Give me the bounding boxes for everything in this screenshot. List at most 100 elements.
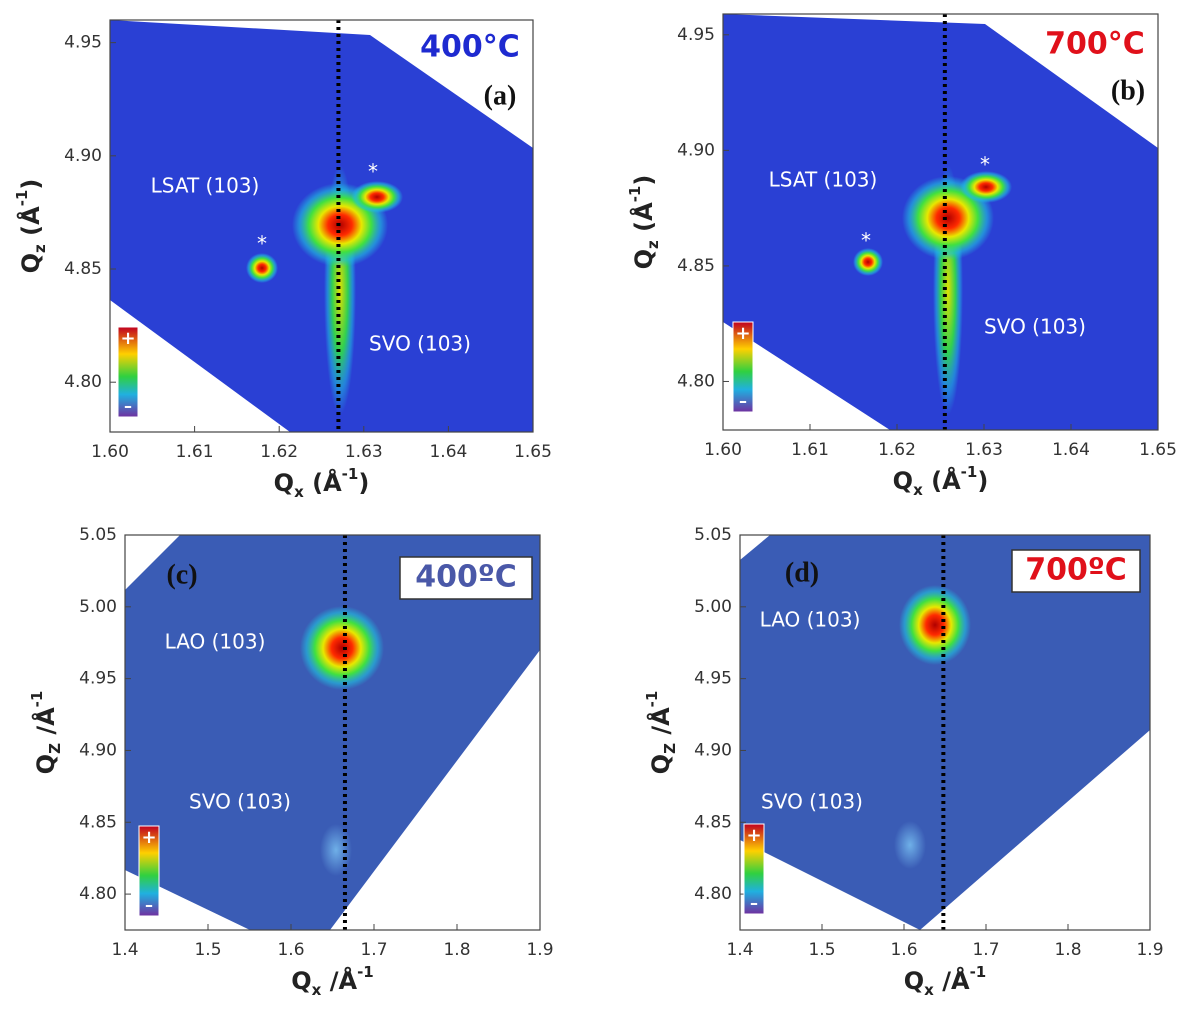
ylabel: Qz (Å-1): [13, 179, 49, 274]
temperature-label: 700ºC: [1025, 553, 1127, 588]
ylabel-part: Q: [32, 754, 60, 774]
xlabel-part: /Å: [934, 966, 970, 995]
x-tick-label: 1.7: [360, 940, 387, 960]
temperature-label: 400°C: [420, 30, 520, 65]
annotation: SVO (103): [984, 315, 1086, 339]
xlabel-part: Q: [274, 469, 294, 497]
intensity-spot: [853, 248, 883, 276]
plot-frame: [739, 534, 1151, 931]
annotation: *: [861, 229, 871, 253]
intensity-spot: [300, 606, 384, 690]
colorbar-max: +: [120, 328, 135, 349]
y-tick-label: 5.05: [79, 525, 117, 545]
ylabel-part: Z: [46, 743, 64, 754]
temperature-box: [399, 556, 533, 600]
y-tick-label: 4.90: [64, 146, 102, 166]
xlabel-part: x: [913, 481, 923, 499]
panel-label: (a): [484, 80, 517, 111]
plot-frame: [109, 19, 534, 433]
map-area: [125, 535, 540, 930]
ylabel-part: Z: [661, 743, 679, 754]
y-tick-label: 4.80: [64, 372, 102, 392]
ylabel-part: ): [17, 179, 45, 190]
y-tick-label: 4.90: [677, 140, 715, 160]
colorbar: [743, 823, 765, 915]
colorbar-min: –: [124, 397, 132, 416]
panel: 1.60 1.61 1.62 1.63 1.64 1.65 4.80 4.85 4.90 4.95…: [626, 13, 1177, 499]
x-tick-label: 1.9: [1136, 940, 1163, 960]
ylabel-part: z: [644, 240, 662, 249]
x-tick-label: 1.65: [514, 442, 552, 462]
y-tick-label: 4.95: [64, 33, 102, 53]
annotation: SVO (103): [189, 790, 291, 814]
xlabel-part: x: [924, 981, 934, 999]
y-tick-label: 4.95: [677, 25, 715, 45]
ylabel-part: -1: [13, 190, 31, 207]
panel: 1.60 1.61 1.62 1.63 1.64 1.65 4.80 4.85 4.90 4.95…: [13, 19, 552, 501]
colorbar-max: +: [141, 827, 156, 848]
xlabel-part: -1: [970, 963, 987, 981]
x-tick-label: 1.8: [443, 940, 470, 960]
y-tick-label: 5.05: [694, 525, 732, 545]
annotation: LAO (103): [165, 630, 266, 654]
annotation: SVO (103): [369, 332, 471, 356]
x-tick-label: 1.4: [726, 940, 753, 960]
xlabel: Qx /Å-1: [291, 963, 373, 999]
ylabel-part: /Å: [646, 707, 675, 743]
x-tick-label: 1.4: [111, 940, 138, 960]
panel: 1.4 1.5 1.6 1.7 1.8 1.9 4.80 4.85 4.90 4.95 5.00 5.…: [28, 525, 554, 999]
temperature-box: [1011, 549, 1141, 593]
annotation: *: [257, 232, 267, 256]
y-tick-label: 4.80: [694, 884, 732, 904]
plot-frame: [722, 13, 1159, 431]
annotation: *: [980, 153, 990, 177]
annotation: SVO (103): [761, 790, 863, 814]
y-tick-label: 5.00: [694, 597, 732, 617]
ylabel-part: (Å: [16, 206, 45, 244]
ylabel-part: -1: [626, 186, 644, 203]
colorbar: [732, 321, 754, 413]
x-tick-label: 1.60: [91, 442, 129, 462]
ylabel: Qz (Å-1): [626, 175, 662, 270]
y-tick-label: 4.90: [694, 740, 732, 760]
xlabel-part: Q: [291, 967, 311, 995]
intensity-spot: [351, 181, 403, 213]
colorbar-min: –: [750, 894, 758, 913]
annotation: LSAT (103): [769, 168, 878, 192]
y-tick-label: 4.85: [64, 259, 102, 279]
plot-frame: [124, 534, 541, 931]
ylabel-part: z: [31, 244, 49, 253]
x-tick-label: 1.61: [176, 442, 214, 462]
x-tick-label: 1.5: [808, 940, 835, 960]
xlabel-part: Q: [893, 467, 913, 495]
x-tick-label: 1.9: [526, 940, 553, 960]
intensity-spot: [894, 821, 926, 869]
ylabel: QZ /Å-1: [643, 691, 679, 775]
x-tick-label: 1.8: [1054, 940, 1081, 960]
xlabel-part: (Å: [923, 466, 961, 495]
xlabel-part: Q: [904, 967, 924, 995]
ylabel: QZ /Å-1: [28, 691, 64, 775]
xlabel-part: x: [294, 483, 304, 501]
xlabel-part: /Å: [321, 966, 357, 995]
temperature-label: 700°C: [1045, 27, 1145, 62]
colorbar-max: +: [735, 323, 750, 344]
xlabel: Qx (Å-1): [274, 465, 370, 501]
x-tick-label: 1.62: [260, 442, 298, 462]
xlabel-part: ): [977, 467, 988, 495]
xlabel-part: (Å: [304, 468, 342, 497]
colorbar: [117, 326, 139, 418]
y-tick-label: 4.80: [677, 371, 715, 391]
intensity-spot: [320, 824, 352, 876]
colorbar: [138, 825, 160, 917]
xlabel-part: -1: [961, 463, 978, 481]
x-tick-label: 1.65: [1139, 440, 1177, 460]
panel-label: (c): [166, 559, 197, 590]
x-tick-label: 1.64: [1052, 440, 1090, 460]
ylabel-part: (Å: [629, 202, 658, 240]
y-tick-label: 4.85: [677, 256, 715, 276]
annotation: LAO (103): [760, 608, 861, 632]
colorbar-min: –: [739, 392, 747, 411]
x-tick-label: 1.62: [878, 440, 916, 460]
ylabel-part: Q: [647, 754, 675, 774]
